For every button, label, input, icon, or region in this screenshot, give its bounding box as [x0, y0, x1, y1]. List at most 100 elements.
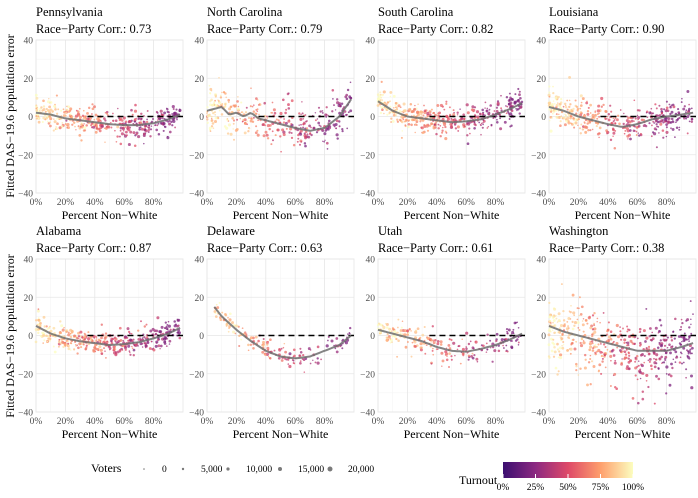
data-point — [439, 103, 443, 107]
data-point — [665, 135, 668, 138]
data-point — [623, 357, 626, 361]
data-point — [626, 330, 629, 333]
data-point — [57, 108, 60, 111]
data-point — [590, 340, 594, 343]
panel-title: Utah — [378, 224, 403, 238]
y-tick-label: −40 — [531, 190, 546, 200]
data-point — [591, 335, 594, 338]
data-point — [552, 342, 556, 346]
data-point — [173, 320, 176, 323]
data-point — [686, 132, 689, 135]
data-point — [450, 338, 453, 342]
data-point — [645, 336, 649, 340]
data-point — [69, 107, 73, 111]
data-point — [229, 132, 233, 136]
data-point — [379, 105, 382, 108]
data-point — [650, 107, 653, 110]
data-point — [82, 117, 85, 120]
data-point — [385, 107, 388, 111]
data-point — [581, 128, 585, 131]
data-point — [174, 112, 177, 115]
data-point — [559, 101, 563, 104]
data-point — [658, 357, 662, 361]
data-point — [485, 342, 488, 345]
data-point — [159, 347, 161, 350]
data-point — [551, 329, 554, 331]
data-point — [156, 316, 160, 320]
data-point — [690, 107, 693, 110]
data-point — [249, 336, 253, 340]
data-point — [517, 326, 520, 329]
data-point — [288, 364, 292, 369]
data-point — [237, 105, 240, 108]
data-point — [606, 348, 609, 351]
data-point — [596, 350, 598, 353]
data-point — [596, 109, 600, 113]
data-point — [463, 118, 466, 121]
data-point — [577, 327, 580, 329]
data-point — [218, 301, 221, 304]
data-point — [614, 386, 617, 389]
data-point — [173, 324, 177, 328]
data-point — [446, 117, 450, 121]
data-point — [143, 325, 147, 328]
data-point — [209, 130, 212, 132]
data-point — [348, 332, 351, 334]
data-point — [151, 117, 155, 121]
data-point — [287, 103, 290, 107]
data-point — [378, 95, 382, 99]
data-point — [214, 116, 218, 120]
x-tick-label: 0% — [30, 198, 43, 208]
y-tick-label: −40 — [189, 409, 204, 419]
data-point — [206, 118, 209, 121]
data-point — [77, 331, 81, 335]
x-tick-label: 20% — [399, 198, 417, 208]
data-point — [637, 124, 641, 128]
x-tick-label: 80% — [145, 198, 163, 208]
data-point — [305, 127, 309, 130]
data-point — [133, 344, 136, 347]
data-point — [129, 353, 132, 356]
data-point — [628, 129, 632, 132]
data-point — [462, 113, 465, 116]
data-point — [551, 112, 554, 115]
data-point — [154, 333, 157, 335]
data-point — [619, 330, 622, 333]
data-point — [432, 341, 436, 345]
data-point — [447, 343, 451, 347]
data-point — [35, 115, 38, 118]
data-point — [102, 347, 106, 350]
data-point — [580, 123, 583, 126]
data-point — [321, 110, 324, 112]
data-point — [655, 107, 658, 110]
data-point — [408, 107, 412, 111]
smooth-trend-line — [35, 325, 181, 347]
data-point — [243, 131, 247, 135]
data-point — [633, 120, 635, 122]
y-axis-label-top: Fitted DAS−19.6 population error — [3, 34, 17, 197]
data-point — [565, 327, 569, 331]
data-point — [132, 348, 136, 352]
data-point — [41, 331, 44, 334]
data-point — [80, 346, 83, 349]
data-point — [466, 134, 469, 137]
data-point — [35, 108, 39, 112]
data-point — [37, 323, 39, 326]
data-point — [388, 327, 391, 331]
data-point — [473, 122, 476, 126]
data-point — [473, 126, 476, 130]
data-point — [141, 346, 144, 348]
data-point — [663, 344, 667, 347]
data-point — [110, 121, 112, 124]
data-point — [578, 307, 580, 310]
data-point — [119, 142, 123, 146]
data-point — [379, 93, 382, 96]
data-point — [404, 124, 407, 126]
voters-legend-label: 20,000 — [348, 465, 374, 475]
data-point — [619, 109, 622, 111]
data-point — [609, 354, 613, 358]
data-point — [52, 326, 56, 330]
data-point — [224, 92, 227, 95]
data-point — [436, 342, 440, 346]
